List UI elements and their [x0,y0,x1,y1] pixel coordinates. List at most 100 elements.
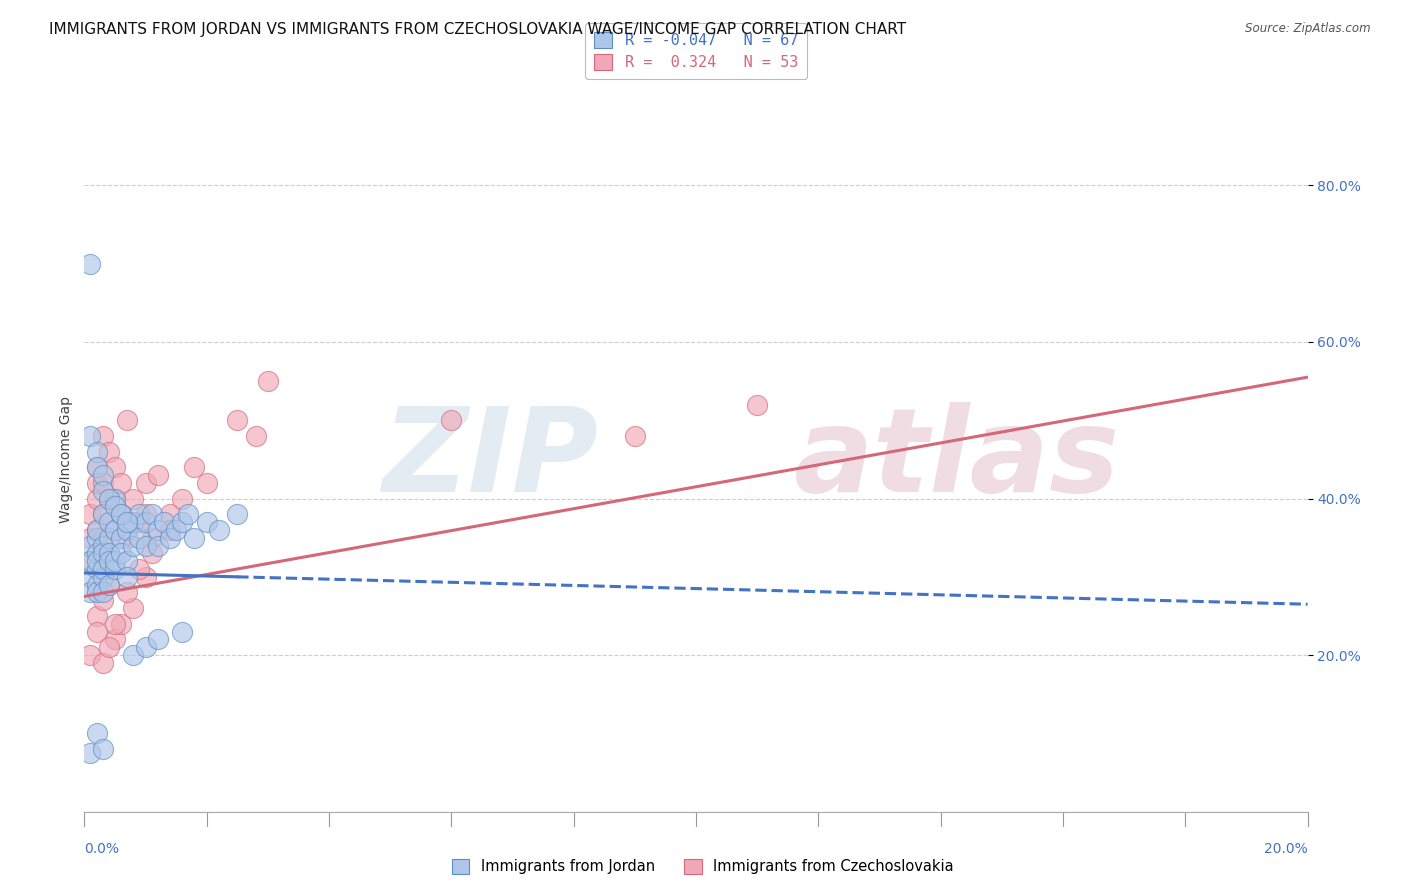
Point [153,515,176,529]
Point [97,546,120,560]
Point [79,507,101,521]
Point [110,507,132,521]
Point [104,562,127,576]
Point [135,640,157,655]
Point [177,507,200,521]
Point [159,531,181,545]
Text: IMMIGRANTS FROM JORDAN VS IMMIGRANTS FROM CZECHOSLOVAKIA WAGE/INCOME GAP CORRELA: IMMIGRANTS FROM JORDAN VS IMMIGRANTS FRO… [49,22,907,37]
Point [97,577,120,591]
Point [110,507,132,521]
Point [195,475,218,490]
Point [624,429,647,443]
Point [79,429,101,443]
Point [104,460,127,475]
Point [79,531,101,545]
Point [146,539,169,553]
Point [104,523,127,537]
Point [79,539,101,553]
Point [79,257,101,271]
Legend: Immigrants from Jordan, Immigrants from Czechoslovakia: Immigrants from Jordan, Immigrants from … [446,853,960,880]
Point [86,491,108,506]
Point [86,460,108,475]
Point [226,507,249,521]
Point [172,624,194,639]
Point [91,507,114,521]
Point [257,374,280,388]
Point [747,398,769,412]
Point [165,523,187,537]
Text: Source: ZipAtlas.com: Source: ZipAtlas.com [1246,22,1371,36]
Point [97,640,120,655]
Point [104,500,127,514]
Point [122,515,145,529]
Point [141,531,163,545]
Point [122,648,145,662]
Point [97,577,120,591]
Point [104,616,127,631]
Point [146,468,169,483]
Point [110,475,132,490]
Point [172,515,194,529]
Point [91,531,114,545]
Point [146,523,169,537]
Point [115,585,138,599]
Point [146,632,169,647]
Point [91,539,114,553]
Point [86,523,108,537]
Point [110,531,132,545]
Point [86,562,108,576]
Point [110,546,132,560]
Point [226,413,249,427]
Point [91,570,114,584]
Point [172,491,194,506]
Point [159,523,181,537]
Point [86,726,108,740]
Point [245,429,267,443]
Point [86,554,108,568]
Point [159,507,181,521]
Point [135,475,157,490]
Point [97,491,120,506]
Point [135,507,157,521]
Point [79,648,101,662]
Point [104,523,127,537]
Point [141,546,163,560]
Point [97,546,120,560]
Point [115,515,138,529]
Point [115,570,138,584]
Point [208,523,231,537]
Point [91,475,114,490]
Point [91,585,114,599]
Y-axis label: Wage/Income Gap: Wage/Income Gap [59,396,73,523]
Point [135,539,157,553]
Point [128,562,150,576]
Point [79,746,101,760]
Point [183,460,205,475]
Point [97,531,120,545]
Text: atlas: atlas [794,402,1121,516]
Point [97,491,120,506]
Point [183,531,205,545]
Point [86,577,108,591]
Point [91,742,114,756]
Point [91,593,114,607]
Point [97,554,120,568]
Point [115,554,138,568]
Point [86,460,108,475]
Point [79,570,101,584]
Point [135,515,157,529]
Point [104,491,127,506]
Point [86,546,108,560]
Point [440,413,463,427]
Point [91,546,114,560]
Point [79,554,101,568]
Point [122,491,145,506]
Point [195,515,218,529]
Point [91,483,114,498]
Point [115,523,138,537]
Point [128,515,150,529]
Point [86,444,108,458]
Text: 20.0%: 20.0% [1264,842,1308,856]
Point [86,585,108,599]
Point [104,491,127,506]
